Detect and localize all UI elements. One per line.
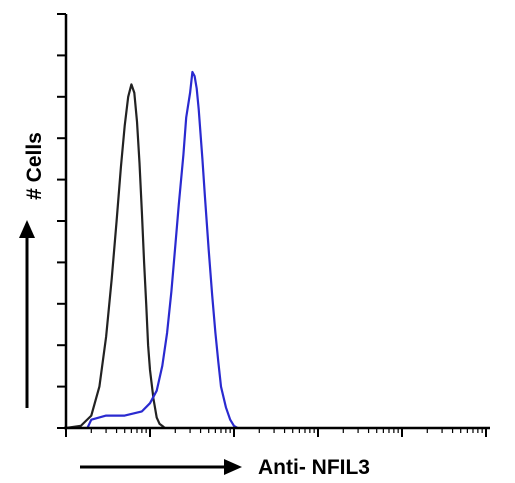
- x-axis-title: Anti- NFIL3: [258, 456, 370, 479]
- anti-nfil3-curve: [86, 70, 239, 429]
- x-axis-ticks: [65, 428, 487, 437]
- y-axis-arrow-head: [19, 220, 35, 238]
- histogram-curves: [65, 70, 239, 430]
- isotype-control-curve: [65, 83, 166, 430]
- y-axis-ticks: [57, 13, 66, 429]
- y-axis-title: # Cells: [23, 132, 46, 200]
- x-axis-arrow-head: [224, 459, 242, 475]
